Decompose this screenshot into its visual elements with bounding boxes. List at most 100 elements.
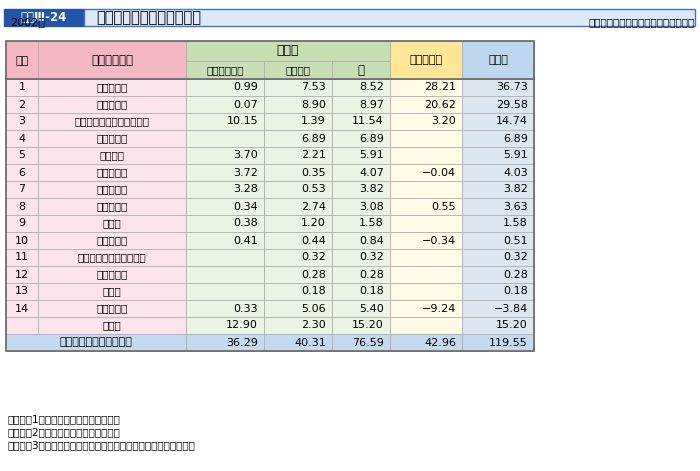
Bar — [6, 147, 38, 164]
Bar — [38, 181, 186, 198]
Text: 0.28: 0.28 — [359, 269, 384, 279]
Bar — [6, 79, 38, 96]
Bar — [390, 215, 462, 232]
Text: 0.34: 0.34 — [233, 202, 258, 211]
Text: 20.62: 20.62 — [424, 99, 456, 109]
Bar — [38, 164, 186, 181]
Bar — [264, 334, 332, 351]
Bar — [6, 266, 38, 283]
Bar — [332, 79, 390, 96]
Bar — [186, 164, 264, 181]
Text: スロバキア: スロバキア — [97, 202, 127, 211]
Bar — [264, 198, 332, 215]
Bar — [462, 130, 534, 147]
Bar — [6, 334, 186, 351]
Bar — [6, 283, 38, 300]
Bar — [462, 215, 534, 232]
Bar — [6, 41, 534, 351]
Text: スロベニア: スロベニア — [97, 269, 127, 279]
Bar — [462, 300, 534, 317]
Bar — [390, 232, 462, 249]
Text: 欧州地域における援助実績: 欧州地域における援助実績 — [96, 10, 201, 25]
Text: ブルガリア: ブルガリア — [97, 82, 127, 92]
Text: 1.39: 1.39 — [301, 116, 326, 127]
Bar — [6, 249, 38, 266]
Text: 10: 10 — [15, 236, 29, 245]
Text: 0.28: 0.28 — [503, 269, 528, 279]
Bar — [332, 113, 390, 130]
Bar — [390, 266, 462, 283]
Text: 5.91: 5.91 — [359, 151, 384, 161]
Bar — [462, 113, 534, 130]
Bar — [332, 334, 390, 351]
Bar — [186, 61, 264, 79]
Text: −3.84: −3.84 — [494, 303, 528, 314]
Bar — [462, 181, 534, 198]
Bar — [390, 113, 462, 130]
Bar — [186, 181, 264, 198]
Text: 42.96: 42.96 — [424, 338, 456, 348]
Bar — [462, 164, 534, 181]
Text: 0.44: 0.44 — [301, 236, 326, 245]
Bar — [264, 283, 332, 300]
Text: アルバニア: アルバニア — [97, 168, 127, 178]
Text: 15.20: 15.20 — [496, 320, 528, 331]
Bar — [462, 283, 534, 300]
Text: 5: 5 — [18, 151, 25, 161]
Bar — [264, 61, 332, 79]
Text: 2: 2 — [18, 99, 26, 109]
Text: 36.73: 36.73 — [496, 82, 528, 92]
Text: 8: 8 — [18, 202, 26, 211]
Text: モルドバ: モルドバ — [99, 151, 125, 161]
Bar — [6, 317, 38, 334]
Text: 無償資金協力: 無償資金協力 — [206, 65, 244, 75]
Bar — [462, 334, 534, 351]
Bar — [38, 130, 186, 147]
Bar — [332, 300, 390, 317]
Text: その他: その他 — [103, 320, 121, 331]
Bar — [186, 317, 264, 334]
Bar — [84, 9, 695, 26]
Text: 15.20: 15.20 — [352, 320, 384, 331]
Bar — [264, 147, 332, 164]
Text: ボーランド: ボーランド — [97, 303, 127, 314]
Text: 8.52: 8.52 — [359, 82, 384, 92]
Text: 図表Ⅲ-24: 図表Ⅲ-24 — [21, 11, 67, 24]
Bar — [390, 181, 462, 198]
Bar — [38, 232, 186, 249]
Bar — [186, 198, 264, 215]
Bar — [332, 215, 390, 232]
Bar — [6, 300, 38, 317]
Bar — [186, 334, 264, 351]
Bar — [6, 113, 38, 130]
Text: ボスニア・ヘルツェゴビナ: ボスニア・ヘルツェゴビナ — [74, 116, 150, 127]
Text: 4.03: 4.03 — [503, 168, 528, 178]
Bar — [462, 232, 534, 249]
Text: 3.82: 3.82 — [359, 185, 384, 195]
Bar — [4, 9, 84, 26]
Bar — [38, 300, 186, 317]
Bar — [462, 198, 534, 215]
Text: 3.63: 3.63 — [503, 202, 528, 211]
Bar — [186, 79, 264, 96]
Bar — [264, 300, 332, 317]
Text: 3.82: 3.82 — [503, 185, 528, 195]
Bar — [264, 96, 332, 113]
Text: 4.07: 4.07 — [359, 168, 384, 178]
Text: 10.15: 10.15 — [226, 116, 258, 127]
Text: クロアチア: クロアチア — [97, 236, 127, 245]
Text: （支出純額ベース、単位：百万ドル）: （支出純額ベース、単位：百万ドル） — [589, 17, 695, 27]
Bar — [390, 96, 462, 113]
Text: ハンガリー: ハンガリー — [97, 133, 127, 144]
Text: 14.74: 14.74 — [496, 116, 528, 127]
Bar — [462, 96, 534, 113]
Bar — [390, 300, 462, 317]
Text: 順位: 順位 — [15, 56, 29, 66]
Bar — [264, 181, 332, 198]
Bar — [186, 113, 264, 130]
Bar — [186, 283, 264, 300]
Bar — [390, 130, 462, 147]
Text: 5.91: 5.91 — [503, 151, 528, 161]
Text: 6.89: 6.89 — [503, 133, 528, 144]
Text: 1.58: 1.58 — [503, 219, 528, 228]
